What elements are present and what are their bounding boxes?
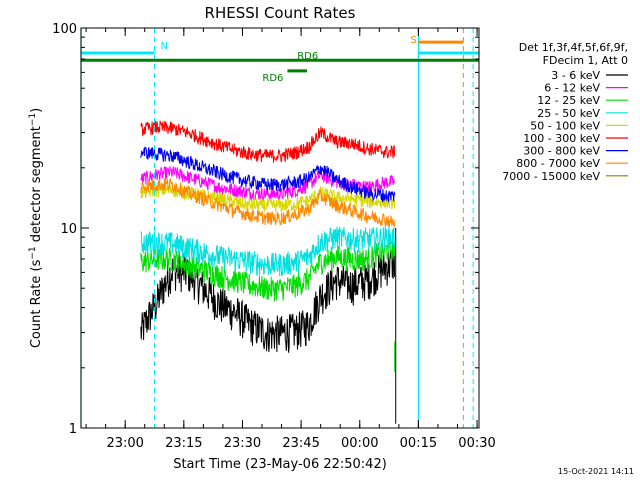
x-axis-ticks: 23:00 23:15 23:30 23:45 00:00 00:15 00:30 bbox=[85, 28, 496, 451]
plot-frame bbox=[80, 27, 480, 429]
x-tick-label: 23:45 bbox=[282, 436, 319, 451]
y-axis-label-sup2: −1 bbox=[28, 113, 38, 126]
y-axis-label-main: Count Rate (s bbox=[29, 259, 44, 348]
annotation-label: RD6 bbox=[297, 51, 318, 62]
annotation-layer: N S RD6 RD6 bbox=[80, 28, 479, 428]
legend-label: 12 - 25 keV bbox=[537, 94, 600, 107]
series-line bbox=[140, 120, 396, 163]
series-line bbox=[140, 226, 396, 277]
y-axis-ticks: 1 10 100 bbox=[52, 22, 479, 437]
y-tick-label: 10 bbox=[60, 222, 77, 237]
y-axis-label: Count Rate (s−1 detector segment−1) bbox=[28, 108, 44, 348]
chart-title: RHESSI Count Rates bbox=[205, 4, 356, 22]
x-tick-label: 23:00 bbox=[106, 436, 143, 451]
legend-label: 3 - 6 keV bbox=[551, 69, 600, 82]
y-axis-label-sup1: −1 bbox=[28, 246, 38, 259]
annotation-label: RD6 bbox=[262, 73, 283, 84]
x-tick-label: 00:00 bbox=[341, 436, 378, 451]
x-tick-label: 00:30 bbox=[458, 436, 495, 451]
legend-label: 7000 - 15000 keV bbox=[502, 170, 600, 183]
legend-header-line-2: FDecim 1, Att 0 bbox=[543, 54, 628, 67]
x-axis-label: Start Time (23-May-06 22:50:42) bbox=[173, 457, 387, 472]
x-tick-label: 00:15 bbox=[400, 436, 437, 451]
y-tick-label: 1 bbox=[69, 422, 77, 437]
legend: Det 1f,3f,4f,5f,6f,9f, FDecim 1, Att 0 3… bbox=[502, 41, 628, 183]
legend-label: 25 - 50 keV bbox=[537, 107, 600, 120]
legend-label: 6 - 12 keV bbox=[544, 82, 600, 95]
series-line bbox=[140, 238, 396, 302]
annotation-label: S bbox=[410, 35, 416, 46]
legend-header-line-1: Det 1f,3f,4f,5f,6f,9f, bbox=[519, 41, 628, 54]
plot-area: N S RD6 RD6 bbox=[80, 27, 480, 429]
legend-label: 100 - 300 keV bbox=[523, 132, 600, 145]
series-line bbox=[140, 183, 396, 213]
series-line bbox=[140, 178, 396, 228]
y-axis-label-mid: detector segment bbox=[29, 126, 44, 246]
series-layer bbox=[140, 120, 397, 424]
x-tick-label: 23:15 bbox=[165, 436, 202, 451]
y-tick-label: 100 bbox=[52, 22, 77, 37]
series-line bbox=[140, 146, 396, 203]
x-tick-label: 23:30 bbox=[224, 436, 261, 451]
legend-label: 50 - 100 keV bbox=[530, 119, 600, 132]
footer-timestamp: 15-Oct-2021 14:11 bbox=[558, 467, 634, 476]
annotation-label: N bbox=[161, 41, 168, 52]
legend-label: 800 - 7000 keV bbox=[516, 157, 600, 170]
y-axis-label-end: ) bbox=[29, 108, 44, 113]
legend-label: 300 - 800 keV bbox=[523, 145, 600, 158]
